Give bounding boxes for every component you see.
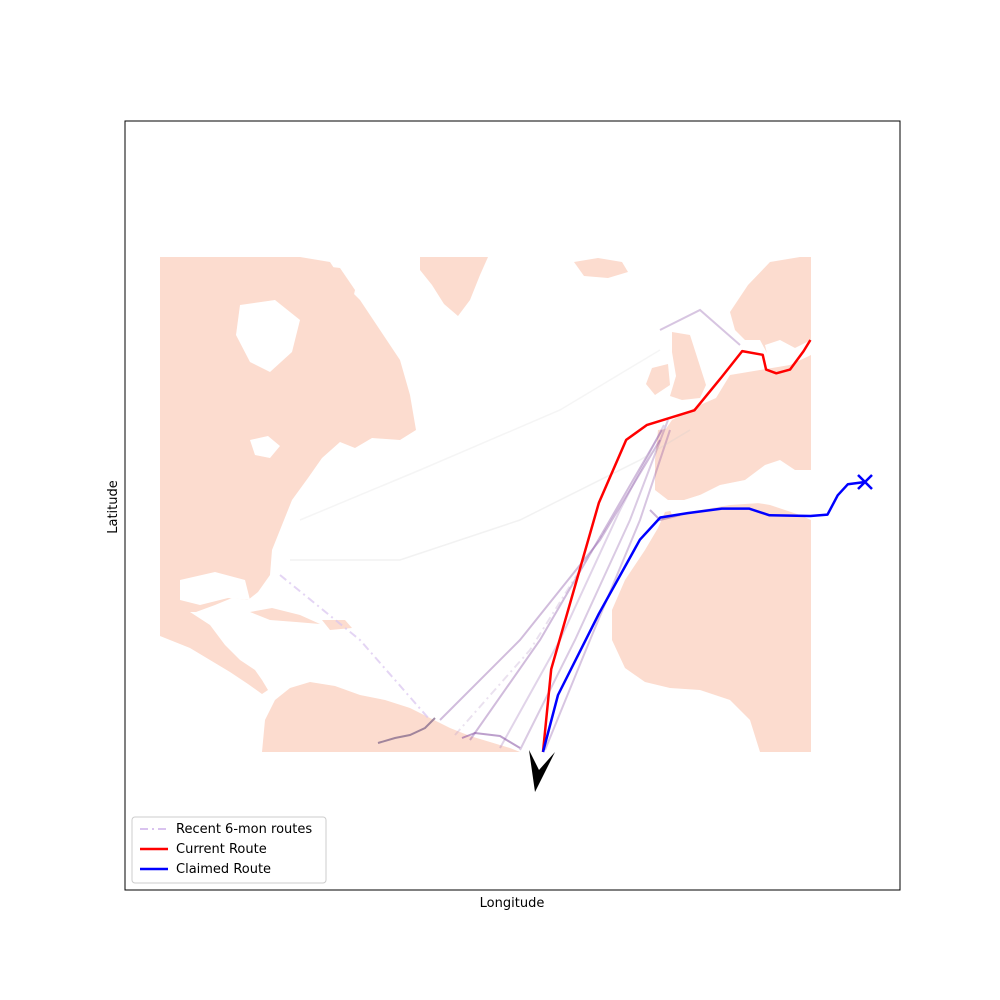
legend: Recent 6-mon routes Current Route Claime…: [131, 816, 327, 884]
baltic-water: [765, 340, 790, 362]
gulf-of-mexico-water: [180, 572, 250, 605]
y-axis-label: Latitude: [106, 480, 121, 534]
recent-route-line: [454, 529, 606, 736]
north-america-land: [160, 257, 416, 612]
recent-route-line: [659, 308, 741, 346]
legend-label-recent-routes: Recent 6-mon routes: [176, 822, 312, 837]
current-position-arrow: [529, 750, 555, 792]
land-masses: [160, 257, 811, 752]
recent-route-line: [290, 429, 691, 561]
recent-routes: [279, 308, 741, 751]
recent-route-line: [439, 439, 661, 721]
recent-route-line: [299, 349, 661, 521]
scandinavia-land: [730, 257, 811, 355]
legend-label-claimed-route: Claimed Route: [176, 862, 271, 877]
africa-land: [612, 500, 811, 752]
recent-route-line: [544, 429, 671, 751]
iceland-land: [574, 258, 628, 278]
claimed-route-line: [541, 480, 866, 753]
claimed-end-marker: [857, 474, 873, 490]
marker-layer: [529, 474, 873, 792]
south-america-land: [262, 682, 520, 752]
x-axis-label: Longitude: [480, 896, 545, 911]
central-america-land: [160, 600, 268, 694]
legend-label-current-route: Current Route: [176, 842, 267, 857]
greenland-land: [420, 257, 488, 316]
cuba-land: [250, 608, 320, 624]
ireland-land: [646, 364, 670, 395]
arctic-islands-land: [200, 257, 275, 286]
recent-route-line: [649, 509, 681, 522]
recent-route-line: [377, 717, 436, 744]
great-britain-land: [670, 332, 706, 400]
great-lakes-water: [250, 436, 280, 458]
iberia-land: [655, 425, 712, 500]
current-route-line: [541, 339, 812, 753]
hispaniola-land: [322, 620, 352, 630]
recent-route-line: [279, 574, 431, 721]
recent-route-line: [461, 731, 521, 749]
baffin-island-land: [290, 262, 355, 320]
mediterranean-water: [668, 478, 811, 515]
series-layer: [541, 339, 866, 753]
recent-route-line: [469, 429, 663, 741]
recent-route-line: [499, 424, 665, 749]
hudson-bay-water: [236, 300, 300, 372]
legend-box: [131, 816, 327, 884]
